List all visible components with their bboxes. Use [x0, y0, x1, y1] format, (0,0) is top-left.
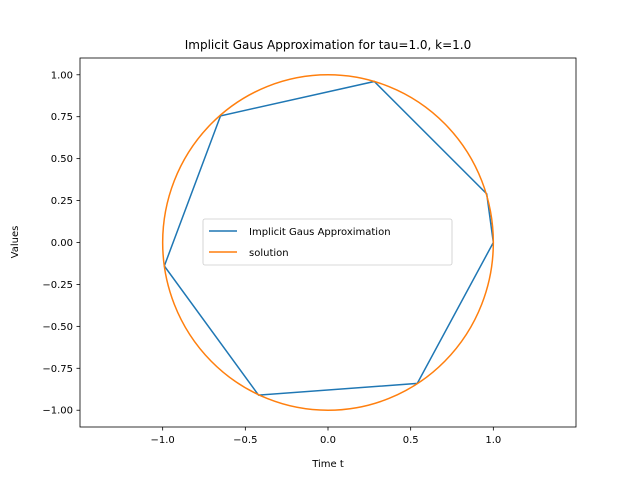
series-line-implicit-gaus: [163, 80, 495, 396]
x-tick-label: 0.0: [320, 435, 336, 446]
y-tick-label: −1.00: [42, 406, 73, 417]
y-tick-label: 0.50: [51, 154, 73, 165]
y-tick-label: 0.25: [51, 196, 73, 207]
legend-box: [202, 218, 453, 266]
y-tick-label: −0.25: [42, 280, 73, 291]
legend-label: Implicit Gaus Approximation: [249, 227, 391, 238]
y-axis-label: Values: [10, 226, 21, 259]
legend: Implicit Gaus Approximation solution: [202, 218, 453, 266]
legend-label: solution: [249, 248, 289, 259]
y-tick-label: 0.00: [51, 238, 73, 249]
y-tick-label: −0.75: [42, 364, 73, 375]
chart-title: Implicit Gaus Approximation for tau=1.0,…: [185, 38, 472, 52]
x-axis-label: Time t: [311, 459, 344, 470]
plot-area: −1.0 −0.5 0.0 0.5 1.0 −1.00 −0.75 −0.50 −0.25 0.0…: [42, 57, 577, 446]
x-tick-label: −0.5: [233, 435, 257, 446]
y-tick-label: −0.50: [42, 322, 73, 333]
series-line-solution: [161, 74, 495, 411]
x-tick-label: 1.0: [485, 435, 501, 446]
y-tick-label: 1.00: [51, 70, 73, 81]
x-tick-label: 0.5: [403, 435, 419, 446]
x-tick-label: −1.0: [151, 435, 175, 446]
y-tick-label: 0.75: [51, 112, 73, 123]
